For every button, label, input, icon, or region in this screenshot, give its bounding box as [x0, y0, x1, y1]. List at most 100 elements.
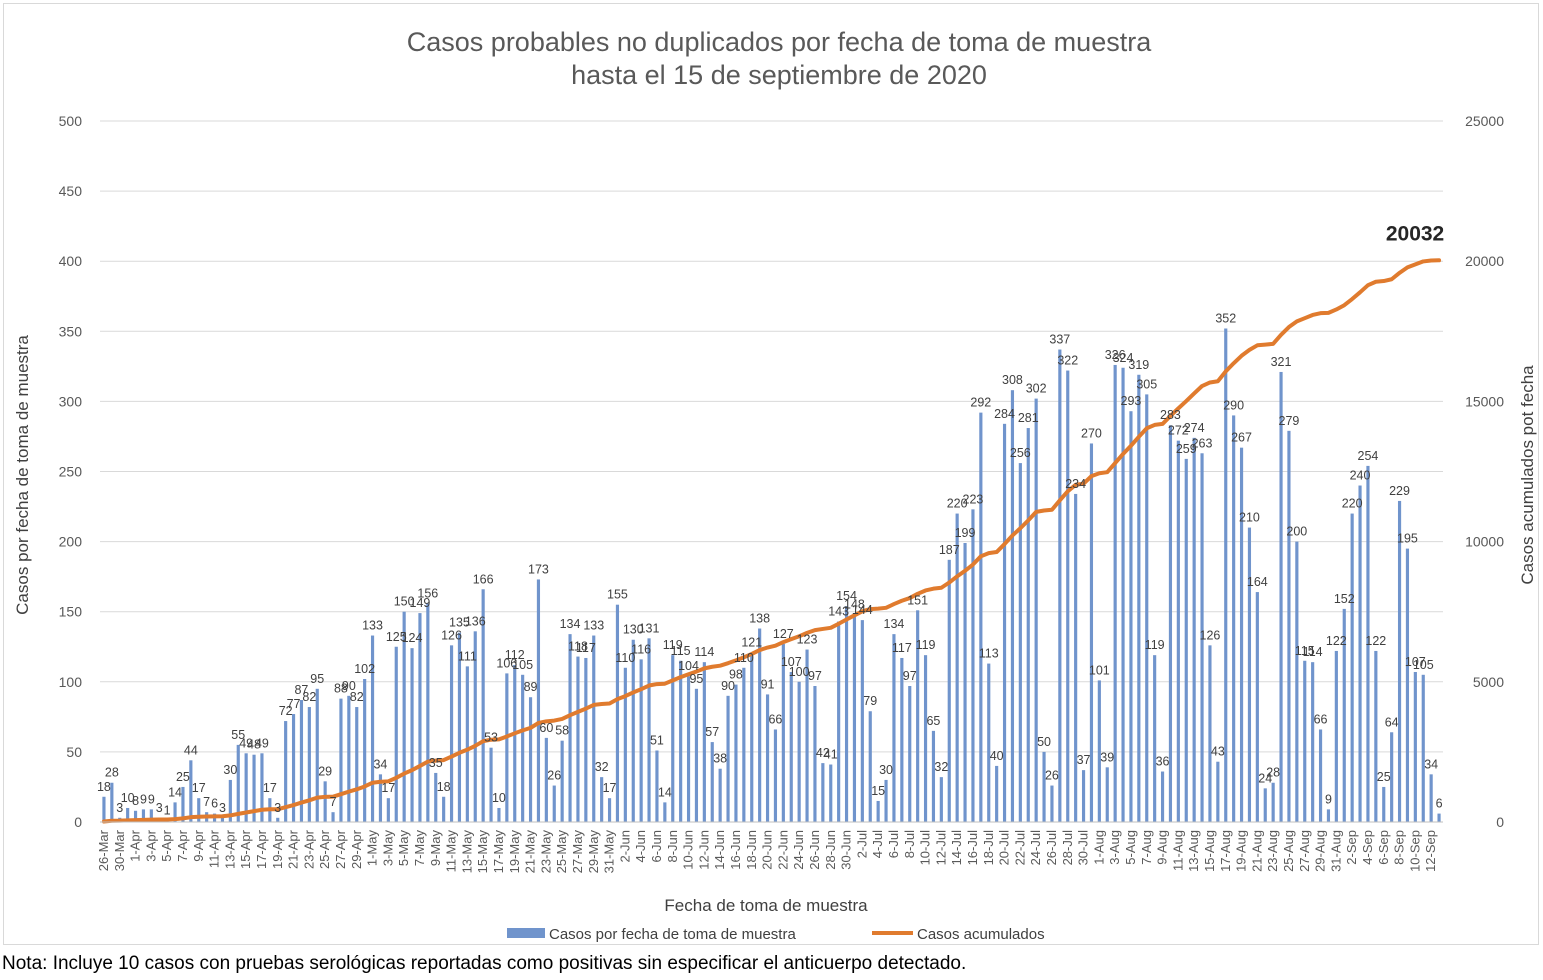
bar-value-label: 223: [963, 492, 984, 506]
x-axis-title: Fecha de toma de muestra: [664, 896, 868, 915]
bar: [995, 765, 999, 822]
x-tick-label: 23-Apr: [301, 829, 316, 869]
bar: [923, 655, 928, 822]
bar: [521, 674, 525, 822]
bar-value-label: 28: [105, 766, 119, 780]
bar-value-label: 152: [1334, 592, 1355, 606]
gridlines: [100, 120, 1443, 823]
bar: [1374, 650, 1378, 822]
x-tick-label: 26-Mar: [96, 829, 111, 871]
bar-value-label: 53: [484, 731, 498, 745]
bar-value-label: 150: [394, 595, 415, 609]
bar-value-label: 134: [560, 617, 581, 631]
bar-value-label: 44: [184, 743, 198, 757]
x-tick-label: 4-Sep: [1360, 830, 1375, 865]
bar: [133, 810, 138, 822]
bar-value-label: 267: [1231, 431, 1252, 445]
bar-value-label: 25: [176, 770, 190, 784]
bar: [513, 664, 517, 822]
bar: [781, 643, 785, 822]
x-tick-label: 25-Aug: [1281, 830, 1296, 872]
bar: [181, 786, 185, 822]
bar: [955, 513, 959, 822]
bar-value-label: 122: [1326, 634, 1347, 648]
bar-value-label: 49: [255, 736, 269, 750]
bar-value-label: 284: [994, 407, 1015, 421]
bar-value-label: 156: [417, 586, 438, 600]
x-tick-label: 12-Sep: [1423, 830, 1438, 872]
bar: [686, 676, 691, 822]
bar: [987, 663, 991, 822]
x-tick-label: 7-Aug: [1139, 830, 1154, 865]
bar-value-label: 270: [1081, 426, 1102, 440]
bar: [1397, 500, 1402, 822]
bar: [884, 779, 888, 822]
cumulative-line-series: [101, 258, 1442, 824]
bar-value-label: 48: [247, 738, 261, 752]
bar-value-label: 37: [1077, 753, 1091, 767]
bar-value-label: 60: [539, 721, 553, 735]
bar: [1239, 447, 1244, 822]
bar-value-label: 281: [1018, 411, 1039, 425]
bar: [1097, 680, 1101, 822]
bar-value-label: 195: [1397, 532, 1418, 546]
bar: [1192, 437, 1196, 822]
bar: [1413, 671, 1417, 822]
bar-value-label: 279: [1279, 414, 1300, 428]
x-tick-label: 20-Jul: [997, 830, 1012, 866]
bar: [1358, 485, 1362, 822]
bar-value-label: 105: [1413, 658, 1434, 672]
bar: [655, 750, 659, 822]
x-tick-label: 28-Jul: [1060, 830, 1075, 866]
bar: [1318, 729, 1323, 822]
bar: [560, 740, 564, 822]
bar: [1366, 465, 1370, 822]
cumulative-line: [101, 258, 1442, 824]
x-tick-label: 1-May: [365, 830, 380, 867]
bar-value-label: 28: [1266, 766, 1280, 780]
bar-value-label: 116: [631, 642, 651, 656]
bar-value-label: 89: [524, 680, 538, 694]
bar-value-label: 321: [1271, 355, 1292, 369]
bar-value-label: 293: [1121, 394, 1142, 408]
bar: [426, 603, 430, 822]
x-tick-label: 18-Jul: [981, 830, 996, 866]
bar: [821, 763, 825, 822]
bar-value-label: 173: [528, 562, 549, 576]
bar-value-label: 102: [354, 662, 375, 676]
bar-value-label: 32: [595, 760, 609, 774]
bar: [813, 686, 817, 822]
cumulative-final-value-label: 20032: [1386, 222, 1444, 245]
x-tick-label: 16-Jun: [728, 830, 743, 870]
x-tick-label: 7-May: [412, 830, 427, 867]
bar-value-label: 143: [828, 605, 849, 619]
x-tick-label: 2-Sep: [1344, 830, 1359, 865]
x-tick-label: 26-Jun: [807, 830, 822, 870]
bar: [647, 638, 651, 822]
bar: [244, 753, 248, 822]
bar-value-label: 15: [871, 784, 885, 798]
bar-value-label: 82: [302, 690, 316, 704]
bar: [355, 707, 359, 822]
bar: [1184, 458, 1188, 822]
x-tick-label: 9-Aug: [1155, 830, 1170, 865]
x-tick-label: 17-Aug: [1218, 830, 1233, 872]
bar: [868, 711, 872, 822]
bar-value-label: 18: [437, 780, 451, 794]
bar: [892, 634, 896, 822]
bar: [963, 543, 967, 822]
bar: [844, 606, 849, 822]
bar-value-label: 155: [607, 588, 628, 602]
x-tick-label: 6-Sep: [1376, 830, 1391, 865]
bar-value-label: 9: [140, 792, 147, 806]
bar: [315, 688, 319, 822]
bar-value-label: 14: [168, 785, 182, 799]
bar-value-label: 43: [1211, 745, 1225, 759]
x-tick-label: 29-May: [586, 830, 601, 874]
bar: [773, 729, 778, 822]
bar-value-label: 77: [287, 697, 301, 711]
bar-value-label: 6: [1436, 797, 1443, 811]
bar-value-label: 319: [1128, 358, 1149, 372]
bar: [671, 655, 675, 822]
bar-value-label: 66: [768, 712, 782, 726]
